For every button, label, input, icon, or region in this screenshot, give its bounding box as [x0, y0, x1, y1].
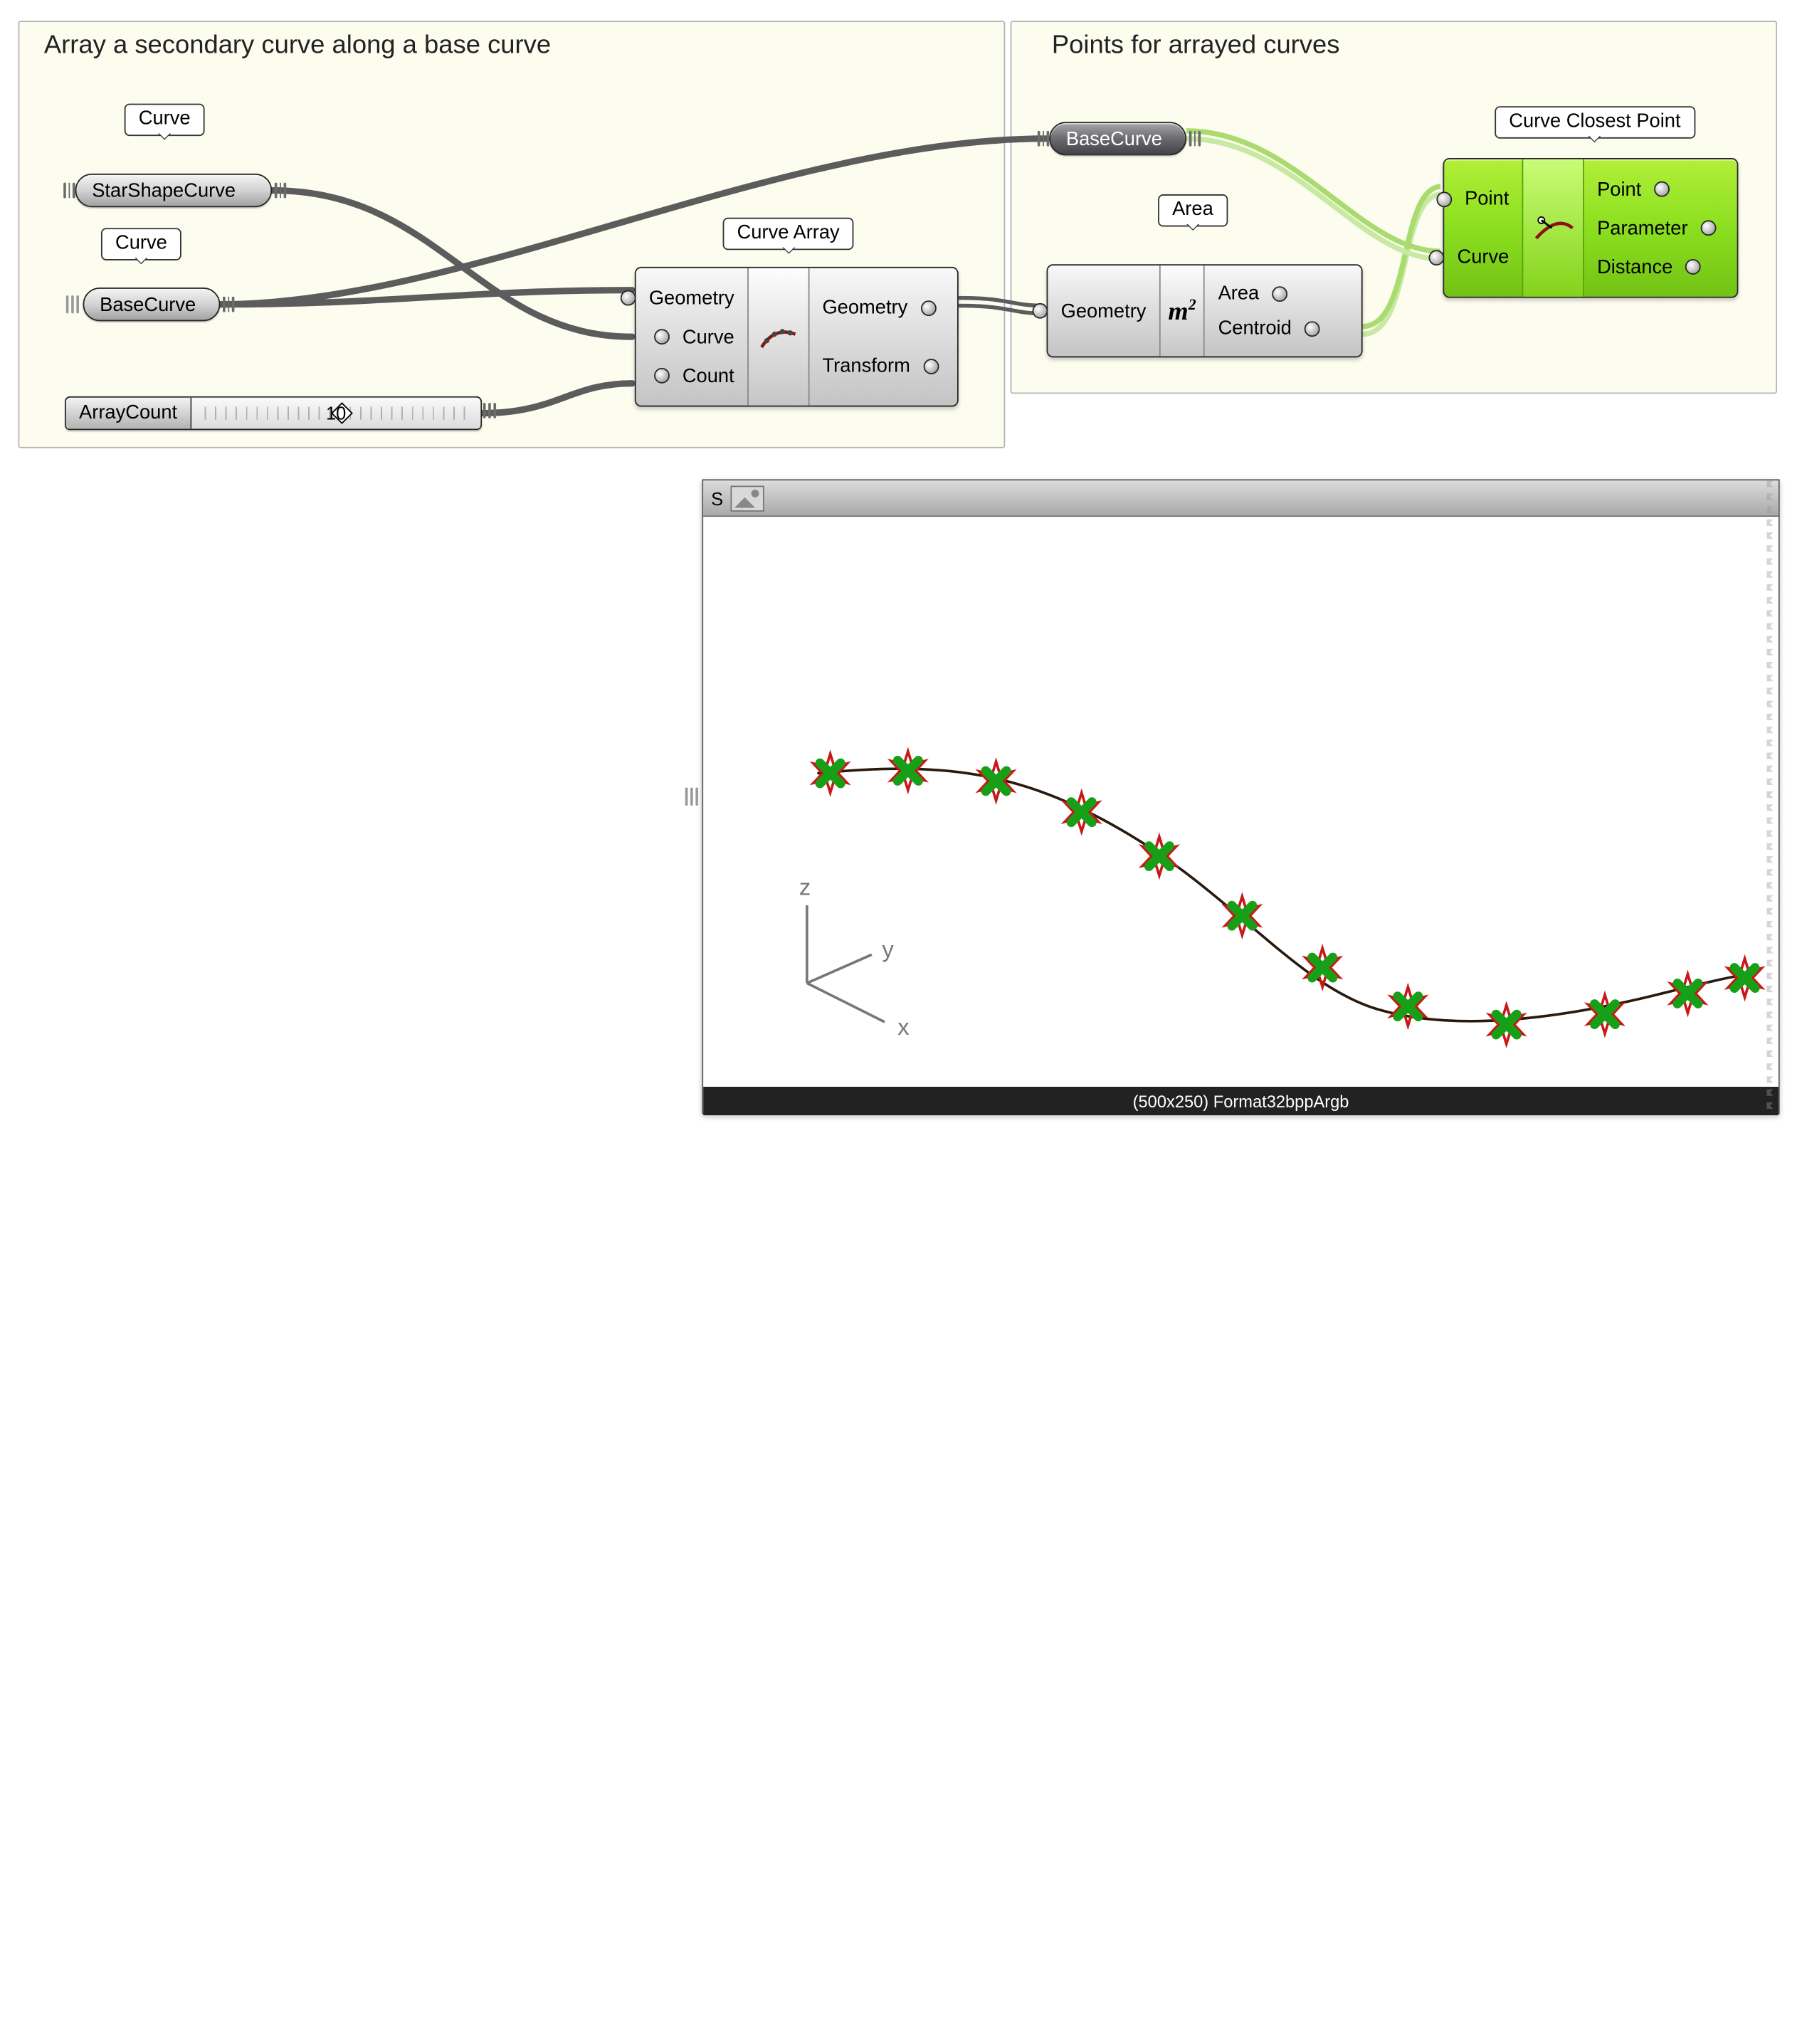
- port-in-geometry[interactable]: [1033, 303, 1048, 319]
- port-in-curve[interactable]: [1428, 249, 1444, 265]
- param-label: BaseCurve: [1066, 127, 1162, 149]
- viewer-viewport: z y x: [703, 517, 1779, 1087]
- port-out-distance[interactable]: [1686, 259, 1702, 275]
- bubble-area: Area: [1158, 194, 1228, 227]
- port-in-point[interactable]: [1436, 191, 1452, 206]
- axis-z-label: z: [799, 874, 811, 900]
- curve-array-icon: [747, 268, 809, 406]
- param-base-curve-2[interactable]: BaseCurve: [1049, 122, 1186, 155]
- preview-markers: [813, 752, 1761, 1044]
- bubble-curve-1: Curve: [125, 104, 205, 137]
- bubble-curve-2: Curve: [101, 228, 181, 260]
- param-label: StarShapeCurve: [92, 179, 236, 201]
- port-out-transform[interactable]: [923, 358, 939, 374]
- bubble-ccp: Curve Closest Point: [1495, 106, 1695, 139]
- param-base-curve-1[interactable]: BaseCurve: [83, 288, 220, 321]
- port-in-count[interactable]: [654, 368, 670, 384]
- component-curve-closest-point[interactable]: Point Curve Point Parameter Distance: [1443, 158, 1738, 298]
- group-array-title: Array a secondary curve along a base cur…: [44, 31, 551, 61]
- axis-y-label: y: [882, 936, 894, 962]
- preview-curve: [817, 769, 1741, 1021]
- port-out-centroid[interactable]: [1305, 320, 1320, 336]
- image-icon: [731, 485, 764, 511]
- component-area[interactable]: Geometry m2 Area Centroid: [1047, 264, 1363, 357]
- slider-name: ArrayCount: [66, 398, 191, 429]
- component-curve-array[interactable]: Geometry Curve Count Geometry Transform: [635, 267, 959, 407]
- slider-value: 10: [326, 403, 346, 423]
- axis-x-label: x: [897, 1013, 910, 1040]
- image-viewer[interactable]: S z y x (500x250) Format32bppArgb: [702, 479, 1779, 1114]
- viewer-titlebar[interactable]: S: [703, 480, 1779, 517]
- area-icon: m2: [1159, 265, 1206, 356]
- viewer-title-letter: S: [711, 488, 723, 508]
- port-in-geometry[interactable]: [621, 290, 636, 306]
- port-in-curve[interactable]: [654, 329, 670, 344]
- param-star-shape-curve[interactable]: StarShapeCurve: [75, 174, 273, 207]
- slider-track[interactable]: 10: [191, 398, 480, 429]
- slider-array-count[interactable]: ArrayCount 10: [65, 396, 482, 430]
- port-out-point[interactable]: [1655, 181, 1670, 197]
- bubble-curve-array: Curve Array: [723, 218, 854, 251]
- viewer-status: (500x250) Format32bppArgb: [703, 1087, 1779, 1115]
- viewer-torn-edge: [1766, 480, 1779, 1112]
- port-out-geometry[interactable]: [921, 300, 937, 315]
- param-label: BaseCurve: [100, 293, 196, 315]
- port-out-area[interactable]: [1272, 285, 1287, 301]
- group-points-title: Points for arrayed curves: [1052, 31, 1340, 61]
- port-out-parameter[interactable]: [1701, 220, 1717, 236]
- ccp-icon: [1522, 159, 1584, 297]
